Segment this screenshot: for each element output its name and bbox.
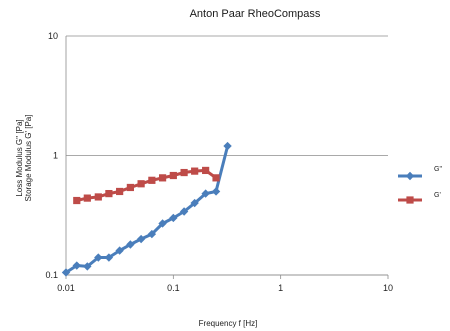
data-point: [137, 180, 145, 188]
data-point: [115, 246, 124, 255]
series-loss-modulus: [61, 141, 232, 277]
legend-item: G": [398, 166, 442, 181]
grid-lines: [66, 35, 388, 276]
data-point: [73, 196, 81, 205]
data-point: [223, 141, 232, 151]
data-point: [191, 167, 199, 175]
data-point: [211, 187, 221, 196]
data-point: [212, 174, 220, 182]
data-point: [116, 187, 124, 196]
data-point: [105, 189, 113, 198]
x-tick-label: 10: [383, 283, 393, 293]
x-tick-label: 1: [278, 283, 283, 293]
legend-label: G": [434, 166, 442, 173]
data-point: [148, 176, 156, 184]
data-point: [126, 240, 135, 249]
data-point: [180, 168, 188, 177]
data-point: [61, 268, 71, 277]
data-point: [104, 253, 114, 262]
data-point: [83, 262, 92, 271]
x-tick-label: 0.1: [167, 283, 180, 293]
data-point: [190, 198, 199, 208]
data-point: [72, 261, 81, 270]
y-axis-label-storage: Storage Modulus G' [Pa]: [24, 115, 33, 202]
y-axis-label: Loss Modulus G'' [Pa] Storage Modulus G'…: [15, 115, 33, 202]
legend: G" G': [398, 166, 442, 204]
axes: [65, 36, 389, 279]
data-point: [169, 213, 178, 223]
legend-marker: [405, 171, 415, 181]
data-point: [179, 207, 189, 216]
data-point: [158, 174, 167, 182]
y-tick-label: 0.1: [45, 270, 58, 280]
legend-marker: [406, 196, 414, 204]
legend-item: G': [398, 192, 441, 204]
data-point: [83, 194, 91, 202]
data-point: [136, 234, 146, 244]
series-storage-modulus: [73, 166, 220, 205]
data-point: [126, 183, 134, 192]
legend-label: G': [434, 192, 441, 199]
series-layer: [61, 141, 232, 277]
x-axis-label: Frequency f [Hz]: [199, 319, 258, 328]
series-line: [65, 145, 230, 274]
data-point: [201, 189, 210, 198]
data-point: [147, 229, 157, 239]
data-point: [158, 219, 167, 228]
y-tick-label: 1: [53, 151, 58, 161]
y-tick-label: 10: [48, 31, 58, 41]
data-point: [94, 253, 103, 262]
data-point: [94, 193, 102, 201]
data-point: [202, 166, 210, 175]
tick-labels: 0.1 1 10 0.01 0.1 1 10: [45, 31, 393, 293]
x-tick-label: 0.01: [57, 283, 75, 293]
chart-title: Anton Paar RheoCompass: [190, 8, 321, 20]
y-axis-label-loss: Loss Modulus G'' [Pa]: [15, 119, 24, 196]
data-point: [169, 171, 177, 180]
